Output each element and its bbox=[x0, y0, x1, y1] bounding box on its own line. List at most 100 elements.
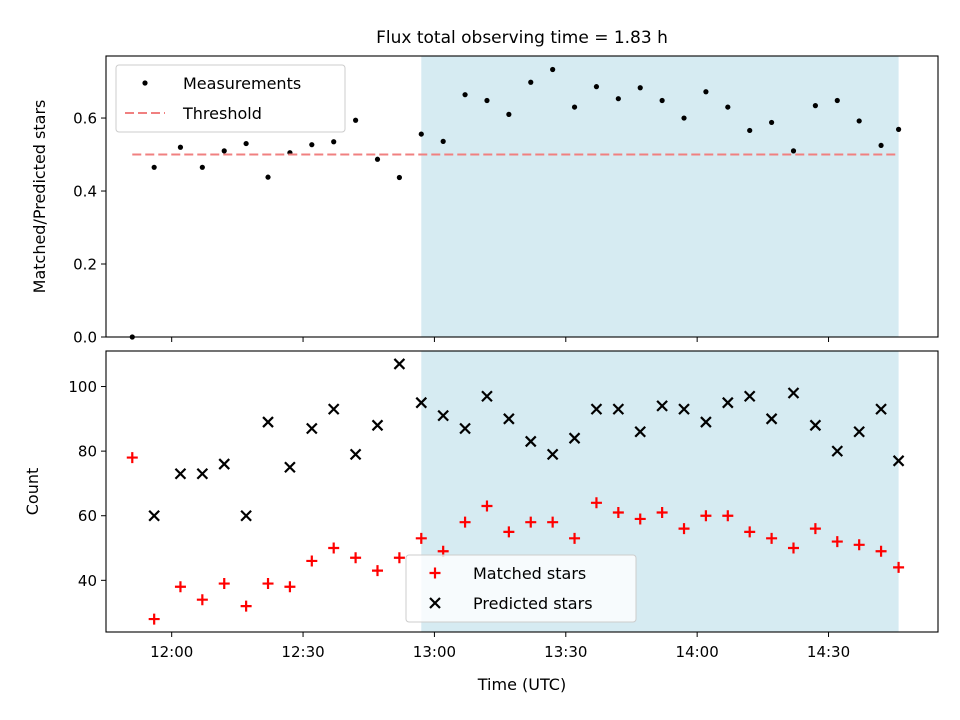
legend-swatch bbox=[142, 80, 148, 86]
measurement-point bbox=[265, 174, 271, 180]
predicted-point bbox=[218, 458, 231, 470]
matched-point bbox=[744, 526, 756, 538]
predicted-point bbox=[481, 390, 493, 402]
matched-point bbox=[196, 594, 208, 606]
matched-point bbox=[284, 581, 296, 593]
matched-point bbox=[371, 565, 383, 577]
predicted-point bbox=[371, 419, 384, 432]
measurement-point bbox=[593, 84, 600, 90]
predicted-point bbox=[503, 413, 515, 425]
y-tick-label: 0.4 bbox=[73, 183, 97, 201]
y-tick-label: 0.6 bbox=[73, 110, 97, 128]
measurement-point bbox=[790, 148, 797, 154]
measurement-point bbox=[309, 142, 315, 148]
y-tick-label: 40 bbox=[78, 572, 97, 590]
predicted-point bbox=[306, 422, 318, 435]
measurement-point bbox=[703, 89, 709, 95]
y-tick-label: 0.2 bbox=[73, 256, 97, 274]
matched-point bbox=[350, 552, 362, 564]
measurement-point bbox=[374, 156, 381, 162]
measurement-point bbox=[834, 97, 840, 104]
measurement-point bbox=[747, 127, 753, 134]
x-tick-label: 12:00 bbox=[150, 643, 193, 661]
matched-point bbox=[481, 500, 493, 512]
predicted-point bbox=[459, 422, 471, 435]
measurement-point bbox=[812, 103, 818, 109]
predicted-point bbox=[524, 435, 537, 448]
matched-point bbox=[148, 613, 160, 625]
predicted-point bbox=[393, 358, 406, 370]
axes-frame bbox=[105, 350, 939, 633]
y-tick-label: 80 bbox=[78, 443, 97, 461]
matched-point bbox=[459, 516, 471, 528]
matched-point bbox=[766, 532, 778, 544]
predicted-point bbox=[240, 509, 252, 522]
matched-point bbox=[393, 552, 405, 564]
matched-point bbox=[809, 523, 821, 535]
measurement-point bbox=[528, 79, 534, 85]
predicted-point bbox=[875, 403, 887, 415]
predicted-point bbox=[722, 396, 734, 409]
measurement-point bbox=[637, 85, 643, 91]
measurement-point bbox=[571, 104, 578, 110]
matched-point bbox=[875, 545, 887, 557]
predicted-point bbox=[656, 400, 668, 412]
measurement-point bbox=[769, 119, 775, 126]
matched-point bbox=[634, 513, 646, 525]
matched-point bbox=[722, 510, 734, 522]
measurement-point bbox=[659, 97, 665, 104]
predicted-point bbox=[743, 390, 756, 402]
matched-point bbox=[700, 510, 712, 522]
matched-point bbox=[415, 532, 427, 544]
predicted-point bbox=[853, 425, 865, 438]
predicted-point bbox=[568, 432, 581, 444]
matched-point bbox=[174, 581, 186, 593]
measurement-point bbox=[331, 139, 337, 145]
y-axis-label: Count bbox=[23, 468, 42, 516]
x-tick-label: 12:30 bbox=[281, 643, 324, 661]
measurement-point bbox=[878, 142, 884, 149]
measurement-point bbox=[550, 66, 556, 73]
predicted-point bbox=[546, 448, 559, 461]
measurement-point bbox=[856, 118, 862, 124]
predicted-point bbox=[700, 416, 712, 428]
predicted-point bbox=[809, 419, 822, 432]
matched-point bbox=[547, 516, 559, 528]
legend-swatch bbox=[429, 597, 441, 609]
legend-box bbox=[115, 64, 346, 133]
predicted-point bbox=[174, 467, 187, 480]
y-axis-label: Matched/Predicted stars bbox=[30, 100, 49, 294]
predicted-point bbox=[612, 403, 625, 415]
measurement-point bbox=[199, 164, 205, 170]
predicted-point bbox=[765, 413, 778, 425]
legend-label: Matched stars bbox=[473, 564, 586, 583]
chart-title: Flux total observing time = 1.83 h bbox=[376, 28, 668, 48]
matched-point bbox=[262, 578, 274, 590]
y-tick-label: 100 bbox=[68, 378, 97, 396]
measurement-point bbox=[484, 97, 490, 104]
matched-point bbox=[590, 497, 602, 509]
matched-point bbox=[893, 561, 905, 573]
predicted-point bbox=[148, 509, 160, 522]
x-tick-label: 13:00 bbox=[413, 643, 456, 661]
predicted-point bbox=[196, 467, 209, 480]
measurement-point bbox=[177, 144, 184, 150]
y-tick-label: 60 bbox=[78, 507, 97, 525]
predicted-point bbox=[634, 425, 647, 438]
measurement-point bbox=[396, 174, 402, 181]
x-tick-label: 14:30 bbox=[807, 643, 850, 661]
predicted-point bbox=[892, 455, 905, 467]
legend-label: Predicted stars bbox=[473, 594, 593, 613]
shaded-interval bbox=[421, 56, 899, 337]
predicted-point bbox=[831, 445, 844, 457]
matched-point bbox=[503, 526, 515, 538]
measurement-point bbox=[243, 140, 249, 147]
axes-frame bbox=[105, 55, 939, 338]
matched-point bbox=[612, 506, 624, 518]
predicted-point bbox=[678, 403, 690, 415]
predicted-point bbox=[415, 396, 428, 409]
matched-point bbox=[328, 542, 340, 554]
measurement-point bbox=[506, 111, 512, 117]
x-tick-label: 13:30 bbox=[544, 643, 587, 661]
